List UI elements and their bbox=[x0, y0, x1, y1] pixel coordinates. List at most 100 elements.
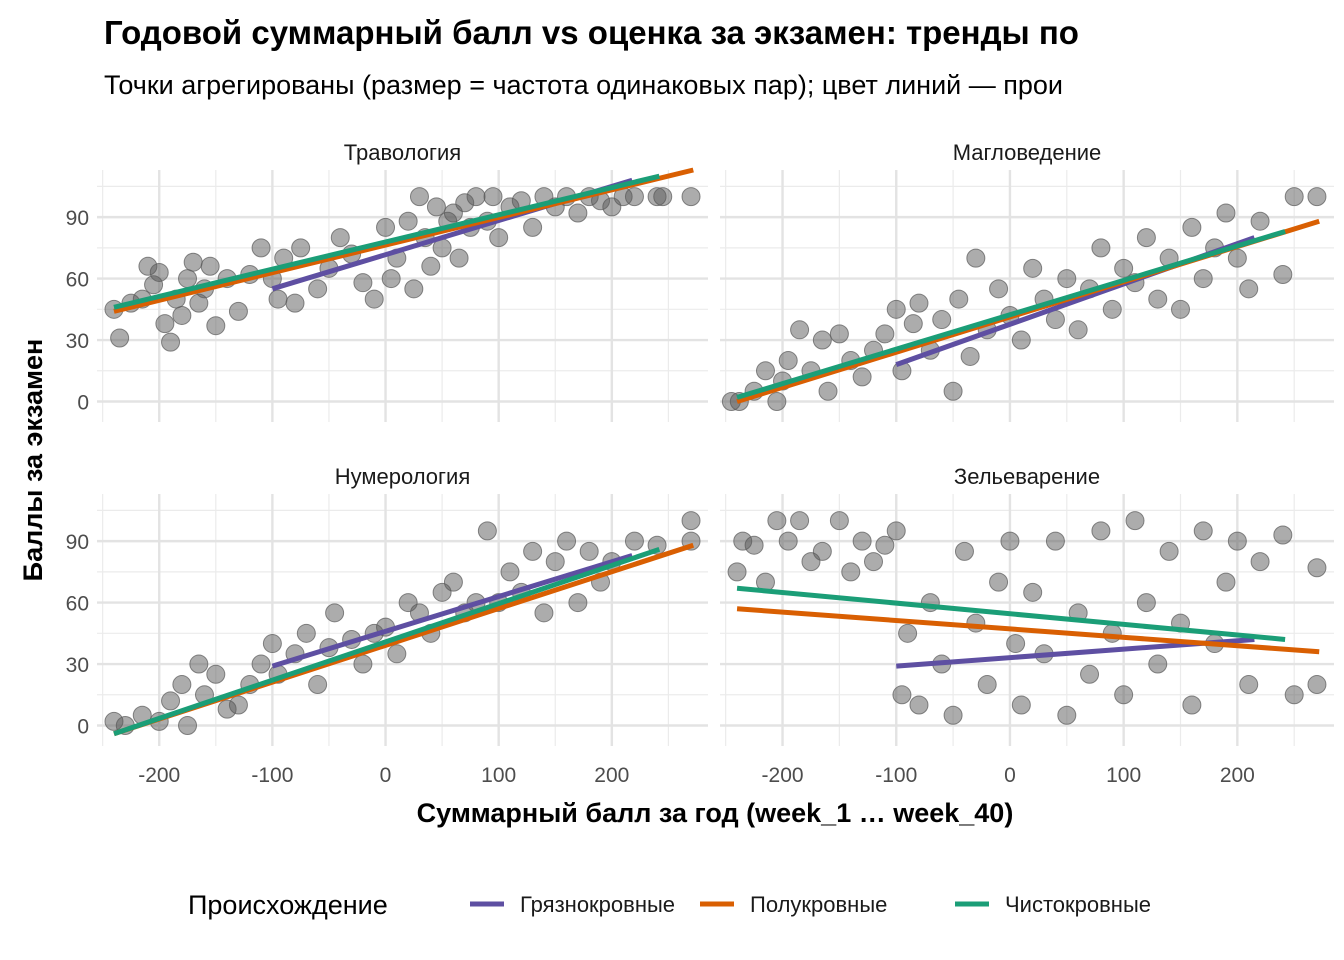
data-point bbox=[1091, 238, 1111, 258]
x-tick-label: 100 bbox=[1106, 764, 1141, 787]
data-point bbox=[1091, 521, 1111, 541]
data-point bbox=[228, 301, 248, 321]
data-point bbox=[1045, 531, 1065, 551]
data-point bbox=[778, 531, 798, 551]
data-point bbox=[534, 603, 554, 623]
data-point bbox=[568, 203, 588, 223]
data-point bbox=[1250, 552, 1270, 572]
facet-title: Зельеварение bbox=[954, 464, 1100, 489]
x-tick-label: 100 bbox=[481, 764, 516, 787]
data-point bbox=[206, 316, 226, 336]
data-point bbox=[381, 269, 401, 289]
data-point bbox=[818, 381, 838, 401]
trend-line bbox=[736, 229, 1286, 400]
points bbox=[104, 511, 701, 736]
data-point bbox=[1068, 320, 1088, 340]
y-axis-label: Баллы за экзамен bbox=[18, 339, 48, 582]
grid bbox=[720, 170, 1334, 422]
y-tick-label: 30 bbox=[66, 654, 89, 677]
legend-item: Чистокровные bbox=[955, 892, 1151, 917]
facet-panel: Нумерология 0 30 60 90 -200 -100 0 100 200 bbox=[66, 464, 708, 787]
data-point bbox=[954, 541, 974, 561]
data-point bbox=[466, 187, 486, 207]
data-point bbox=[943, 705, 963, 725]
data-point bbox=[353, 654, 373, 674]
data-point bbox=[932, 310, 952, 330]
y-tick-label: 60 bbox=[66, 269, 89, 292]
x-tick-label: 200 bbox=[1220, 764, 1255, 787]
data-point bbox=[308, 279, 328, 299]
data-point bbox=[1057, 705, 1077, 725]
data-point bbox=[852, 531, 872, 551]
trend-line bbox=[271, 553, 633, 669]
data-point bbox=[886, 521, 906, 541]
x-tick-label: 0 bbox=[380, 764, 392, 787]
data-point bbox=[892, 685, 912, 705]
data-point bbox=[1011, 695, 1031, 715]
y-tick-label: 60 bbox=[66, 593, 89, 616]
data-point bbox=[960, 346, 980, 366]
data-point bbox=[1307, 558, 1327, 578]
data-point bbox=[1136, 593, 1156, 613]
data-point bbox=[1250, 211, 1270, 231]
data-point bbox=[1182, 695, 1202, 715]
facet-panel: Зельеварение -200 -100 0 100 200 bbox=[720, 464, 1334, 787]
data-point bbox=[1239, 279, 1259, 299]
data-point bbox=[829, 324, 849, 344]
trend-line bbox=[736, 585, 1286, 642]
data-point bbox=[262, 634, 282, 654]
data-point bbox=[489, 228, 509, 248]
data-point bbox=[1080, 664, 1100, 684]
data-point bbox=[172, 305, 192, 325]
data-point bbox=[1284, 685, 1304, 705]
data-point bbox=[376, 217, 396, 237]
data-point bbox=[841, 562, 861, 582]
data-point bbox=[812, 541, 832, 561]
x-tick-label: -100 bbox=[251, 764, 293, 787]
data-point bbox=[1011, 330, 1031, 350]
data-point bbox=[579, 541, 599, 561]
data-point bbox=[1307, 675, 1327, 695]
data-point bbox=[398, 211, 418, 231]
data-point bbox=[421, 256, 441, 276]
data-point bbox=[1273, 525, 1293, 545]
data-point bbox=[790, 320, 810, 340]
data-point bbox=[1023, 582, 1043, 602]
data-point bbox=[200, 256, 220, 276]
data-point bbox=[268, 289, 288, 309]
data-point bbox=[778, 351, 798, 371]
data-point bbox=[325, 603, 345, 623]
x-tick-label: 0 bbox=[1004, 764, 1016, 787]
data-point bbox=[767, 511, 787, 531]
x-tick-label: -200 bbox=[138, 764, 180, 787]
trend-line bbox=[113, 546, 661, 737]
y-tick-label: 0 bbox=[77, 716, 89, 739]
data-point bbox=[500, 562, 520, 582]
legend-label: Полукровные bbox=[750, 892, 887, 917]
data-point bbox=[409, 187, 429, 207]
legend-label: Чистокровные bbox=[1005, 892, 1151, 917]
data-point bbox=[251, 238, 271, 258]
data-point bbox=[966, 248, 986, 268]
data-point bbox=[949, 289, 969, 309]
data-point bbox=[1216, 203, 1236, 223]
data-point bbox=[909, 695, 929, 715]
data-point bbox=[155, 314, 175, 334]
facet-panel: Травология 0 30 60 90 bbox=[66, 140, 708, 422]
data-point bbox=[966, 613, 986, 633]
data-point bbox=[1148, 654, 1168, 674]
data-point bbox=[829, 511, 849, 531]
data-point bbox=[404, 279, 424, 299]
data-point bbox=[330, 228, 350, 248]
data-point bbox=[624, 531, 644, 551]
data-point bbox=[1307, 187, 1327, 207]
data-point bbox=[755, 361, 775, 381]
y-tick-label: 90 bbox=[66, 207, 89, 230]
data-point bbox=[681, 187, 701, 207]
data-point bbox=[449, 248, 469, 268]
data-point bbox=[1102, 299, 1122, 319]
data-point bbox=[653, 187, 673, 207]
data-point bbox=[1136, 228, 1156, 248]
x-tick-label: -200 bbox=[762, 764, 804, 787]
